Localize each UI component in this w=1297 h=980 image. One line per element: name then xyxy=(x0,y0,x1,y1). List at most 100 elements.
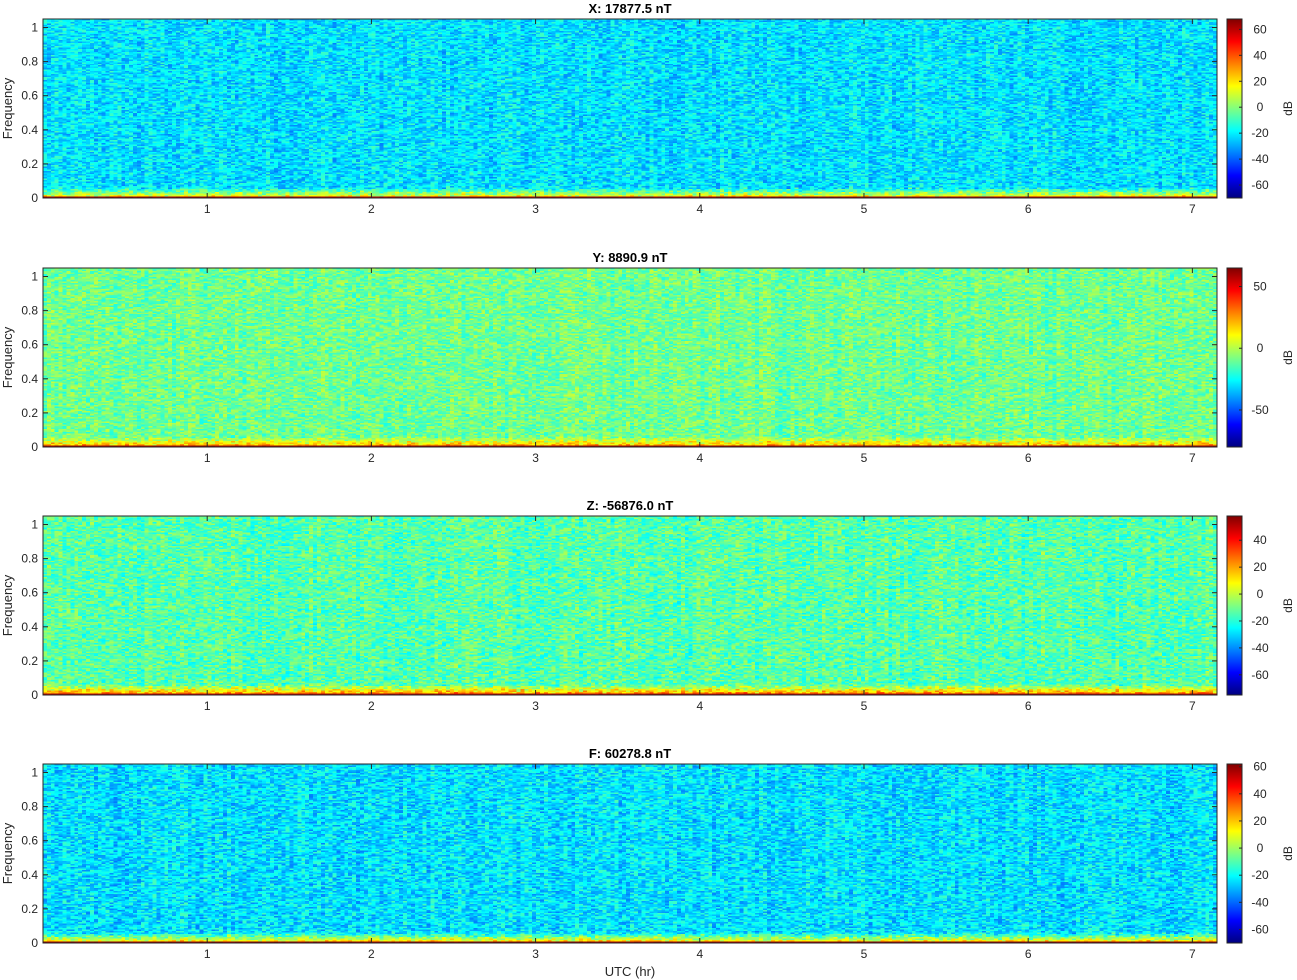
x-tick-label: 4 xyxy=(696,202,703,216)
y-tick-label: 0 xyxy=(31,688,38,702)
axes-box xyxy=(42,515,1218,696)
colorbar-tick-label: -60 xyxy=(1251,178,1269,192)
x-tick-label: 7 xyxy=(1189,947,1196,961)
spectrogram-panel-1: 1 2 3 4 5 6 7 0 0.2 0.4 0.6 0.8 1 Y: 8890.9 nT Frequen… xyxy=(0,250,1295,465)
colorbar xyxy=(1226,18,1243,199)
x-tick-label: 1 xyxy=(204,451,211,465)
x-tick-label: 2 xyxy=(368,947,375,961)
axes-box xyxy=(42,267,1218,448)
colorbar-tick-label: 0 xyxy=(1257,100,1264,114)
x-axis-label: UTC (hr) xyxy=(605,964,656,979)
y-tick-label: 0.4 xyxy=(21,620,38,634)
y-tick-label: 0.6 xyxy=(21,89,38,103)
x-tick-label: 1 xyxy=(204,202,211,216)
x-tick-label: 2 xyxy=(368,202,375,216)
y-tick-label: 0.6 xyxy=(21,834,38,848)
y-tick-label: 1 xyxy=(31,21,38,35)
x-tick-label: 7 xyxy=(1189,451,1196,465)
x-tick-label: 5 xyxy=(861,202,868,216)
colorbar-tick-label: -40 xyxy=(1251,152,1269,166)
x-tick-label: 1 xyxy=(204,947,211,961)
x-tick-label: 3 xyxy=(532,947,539,961)
colorbar xyxy=(1226,267,1243,448)
y-tick-label: 0.6 xyxy=(21,338,38,352)
y-tick-label: 0.8 xyxy=(21,304,38,318)
y-tick-label: 0.2 xyxy=(21,406,38,420)
colorbar-tick-label: -20 xyxy=(1251,126,1269,140)
x-tick-label: 7 xyxy=(1189,699,1196,713)
y-axis-label: Frequency xyxy=(0,326,15,388)
x-tick-label: 6 xyxy=(1025,202,1032,216)
chart-title: F: 60278.8 nT xyxy=(589,746,671,761)
spectrogram-heatmap xyxy=(43,19,1217,198)
spectrogram-heatmap xyxy=(43,516,1217,695)
x-tick-label: 5 xyxy=(861,947,868,961)
y-tick-label: 0.4 xyxy=(21,123,38,137)
x-tick-label: 5 xyxy=(861,699,868,713)
axes-box xyxy=(42,18,1218,199)
y-tick-label: 0.6 xyxy=(21,586,38,600)
x-tick-label: 6 xyxy=(1025,947,1032,961)
colorbar-tick-label: 0 xyxy=(1257,841,1264,855)
chart-title: Y: 8890.9 nT xyxy=(593,250,668,265)
x-tick-label: 3 xyxy=(532,451,539,465)
colorbar xyxy=(1226,763,1243,944)
x-tick-label: 4 xyxy=(696,947,703,961)
colorbar-tick-label: 0 xyxy=(1257,341,1264,355)
colorbar-tick-label: 40 xyxy=(1253,48,1267,62)
colorbar-tick-label: -60 xyxy=(1251,922,1269,936)
colorbar-tick-label: 20 xyxy=(1253,814,1267,828)
y-tick-label: 0 xyxy=(31,936,38,950)
y-axis-label: Frequency xyxy=(0,574,15,636)
colorbar-tick-label: -40 xyxy=(1251,641,1269,655)
x-tick-label: 6 xyxy=(1025,451,1032,465)
x-tick-label: 1 xyxy=(204,699,211,713)
colorbar-tick-label: -60 xyxy=(1251,668,1269,682)
colorbar-label: dB xyxy=(1281,598,1295,613)
x-tick-label: 4 xyxy=(696,451,703,465)
colorbar-tick-label: 50 xyxy=(1253,280,1267,294)
x-tick-label: 3 xyxy=(532,699,539,713)
y-tick-label: 0.4 xyxy=(21,868,38,882)
y-tick-label: 1 xyxy=(31,518,38,532)
colorbar-label: dB xyxy=(1281,350,1295,365)
x-tick-label: 3 xyxy=(532,202,539,216)
spectrogram-panel-0: 1 2 3 4 5 6 7 0 0.2 0.4 0.6 0.8 1 X: 17877.5 nT Freque… xyxy=(0,1,1295,216)
y-tick-label: 0.2 xyxy=(21,654,38,668)
chart-title: X: 17877.5 nT xyxy=(588,1,671,16)
spectrogram-panel-2: 1 2 3 4 5 6 7 0 0.2 0.4 0.6 0.8 1 Z: -56876.0 nT Frequ… xyxy=(0,498,1295,713)
colorbar-tick-label: 60 xyxy=(1253,22,1267,36)
colorbar-tick-label: 20 xyxy=(1253,560,1267,574)
x-tick-label: 2 xyxy=(368,699,375,713)
y-tick-label: 0.8 xyxy=(21,55,38,69)
axes-box xyxy=(42,763,1218,944)
spectrogram-heatmap xyxy=(43,268,1217,447)
colorbar-tick-label: 20 xyxy=(1253,74,1267,88)
colorbar-tick-label: 60 xyxy=(1253,760,1267,774)
y-tick-label: 0 xyxy=(31,440,38,454)
y-tick-label: 0.2 xyxy=(21,902,38,916)
colorbar-tick-label: -40 xyxy=(1251,895,1269,909)
x-tick-label: 4 xyxy=(696,699,703,713)
colorbar-tick-label: -20 xyxy=(1251,614,1269,628)
y-axis-label: Frequency xyxy=(0,77,15,139)
y-tick-label: 0 xyxy=(31,191,38,205)
colorbar-label: dB xyxy=(1281,846,1295,861)
y-tick-label: 0.2 xyxy=(21,157,38,171)
colorbar xyxy=(1226,515,1243,696)
x-tick-label: 5 xyxy=(861,451,868,465)
chart-title: Z: -56876.0 nT xyxy=(587,498,674,513)
colorbar-tick-label: 40 xyxy=(1253,533,1267,547)
y-tick-label: 1 xyxy=(31,766,38,780)
x-tick-label: 7 xyxy=(1189,202,1196,216)
colorbar-tick-label: 0 xyxy=(1257,587,1264,601)
colorbar-tick-label: 40 xyxy=(1253,787,1267,801)
colorbar-tick-label: -20 xyxy=(1251,868,1269,882)
x-tick-label: 2 xyxy=(368,451,375,465)
y-tick-label: 0.4 xyxy=(21,372,38,386)
spectrogram-panel-3: 1 2 3 4 5 6 7 0 0.2 0.4 0.6 0.8 1 F: 60278.8 nT Freque… xyxy=(0,746,1295,979)
y-tick-label: 0.8 xyxy=(21,800,38,814)
y-tick-label: 1 xyxy=(31,270,38,284)
colorbar-label: dB xyxy=(1281,101,1295,116)
